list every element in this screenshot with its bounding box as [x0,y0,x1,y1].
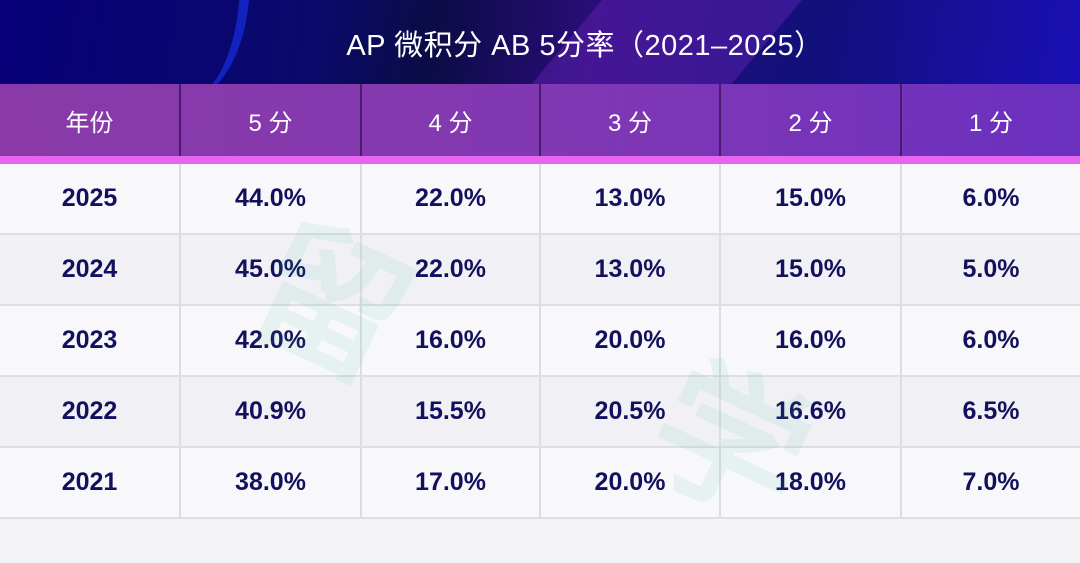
page-title: AP 微积分 AB 5分率（2021–2025） [346,30,824,62]
cell-score-2: 18.0% [721,448,902,517]
header-score-1: 1 分 [968,109,1013,137]
cell-score-3: 13.0% [541,164,721,233]
cell-score-1: 6.0% [962,326,1020,354]
cell-score-5: 38.0% [181,448,362,517]
table-row: 2021 38.0% 17.0% 20.0% 18.0% 7.0% [0,448,1080,519]
cell-score-1: 7.0% [962,468,1020,496]
table-row: 2023 42.0% 16.0% 20.0% 16.0% 6.0% [0,306,1080,377]
cell-score-5: 45.0% [181,235,362,304]
header-score-4: 4 分 [362,84,541,156]
cell-score-1: 5.0% [962,255,1020,283]
cell-year: 2023 [0,306,181,375]
table-header: 年份 5 分 4 分 3 分 2 分 1 分 [0,84,1080,164]
cell-score-3: 20.0% [541,448,721,517]
cell-score-4: 22.0% [362,164,541,233]
table-row: 2024 45.0% 22.0% 13.0% 15.0% 5.0% [0,235,1080,306]
cell-score-4: 17.0% [362,448,541,517]
header-score-5: 5 分 [181,84,362,156]
cell-year: 2021 [0,448,181,517]
cell-score-4: 16.0% [362,306,541,375]
cell-year: 2025 [0,164,181,233]
cell-year: 2022 [0,377,181,446]
cell-score-2: 15.0% [721,164,902,233]
table-body: 留 学 2025 44.0% 22.0% 13.0% 15.0% 6.0% 20… [0,164,1080,552]
cell-score-3: 20.0% [541,306,721,375]
header-score-3: 3 分 [541,84,721,156]
cell-year: 2024 [0,235,181,304]
cell-score-4: 22.0% [362,235,541,304]
cell-score-1: 6.0% [962,184,1020,212]
table-row: 2022 40.9% 15.5% 20.5% 16.6% 6.5% [0,377,1080,448]
cell-score-5: 40.9% [181,377,362,446]
cell-score-2: 15.0% [721,235,902,304]
title-banner: AP 微积分 AB 5分率（2021–2025） [0,0,1080,84]
cell-score-5: 44.0% [181,164,362,233]
cell-score-1: 6.5% [962,397,1020,425]
cell-score-2: 16.6% [721,377,902,446]
table-row: 2025 44.0% 22.0% 13.0% 15.0% 6.0% [0,164,1080,235]
header-score-2: 2 分 [721,84,902,156]
cell-score-3: 20.5% [541,377,721,446]
cell-score-2: 16.0% [721,306,902,375]
cell-score-3: 13.0% [541,235,721,304]
cell-score-5: 42.0% [181,306,362,375]
header-year: 年份 [0,84,181,156]
cell-score-4: 15.5% [362,377,541,446]
